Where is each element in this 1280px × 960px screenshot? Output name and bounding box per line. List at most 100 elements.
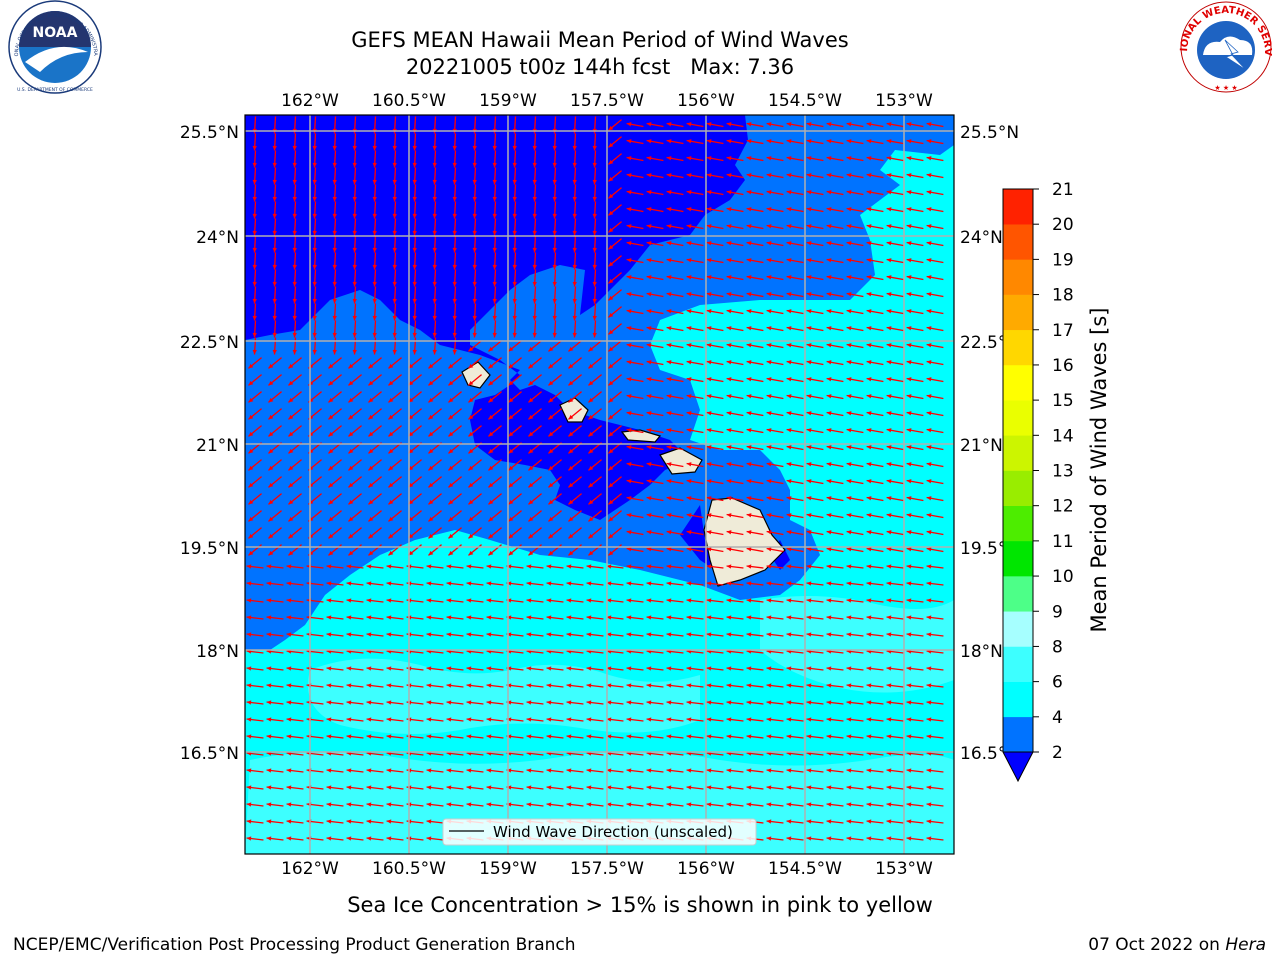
wind-wave-arrow (526, 615, 544, 620)
wind-wave-arrow (508, 374, 522, 386)
wind-wave-arrow (866, 139, 884, 145)
wind-wave-arrow (326, 717, 344, 722)
wind-wave-arrow (866, 326, 884, 332)
wind-wave-arrow (726, 292, 744, 298)
wind-wave-arrow (666, 632, 684, 637)
wind-wave-arrow (786, 513, 804, 519)
wind-wave-arrow (268, 408, 282, 420)
wind-wave-arrow (926, 190, 944, 196)
wind-wave-arrow (666, 683, 684, 688)
wind-wave-arrow (472, 320, 477, 338)
wind-wave-arrow (746, 717, 764, 722)
wind-wave-arrow (766, 734, 784, 739)
wind-wave-arrow (806, 564, 824, 569)
wind-wave-arrow (726, 445, 744, 451)
lon-tick-label: 153°W (875, 859, 933, 879)
wind-wave-arrow (366, 819, 384, 824)
wind-wave-arrow (866, 700, 884, 705)
wind-wave-arrow (412, 286, 417, 304)
colorbar-tick-label: 17 (1052, 321, 1074, 341)
wind-wave-arrow (568, 340, 582, 352)
wind-wave-arrow (446, 666, 464, 671)
wind-wave-arrow (572, 201, 577, 219)
wind-wave-arrow (786, 326, 804, 332)
wind-wave-arrow (846, 394, 864, 400)
wind-wave-arrow (666, 564, 684, 569)
wind-wave-arrow (626, 258, 644, 264)
wind-wave-arrow (466, 615, 484, 620)
wind-wave-arrow (906, 224, 924, 230)
wind-wave-arrow (626, 683, 644, 688)
wind-wave-arrow (252, 218, 257, 236)
wind-wave-arrow (392, 201, 397, 219)
wind-wave-arrow (588, 459, 602, 471)
wind-wave-arrow (706, 717, 724, 722)
wind-wave-arrow (452, 167, 457, 185)
wind-wave-arrow (608, 204, 622, 216)
wind-wave-arrow (906, 598, 924, 603)
wind-wave-arrow (766, 292, 784, 298)
wind-wave-arrow (806, 275, 824, 281)
wind-wave-arrow (592, 184, 597, 202)
wind-wave-arrow (348, 510, 362, 522)
wind-wave-arrow (726, 411, 744, 417)
wind-wave-arrow (532, 252, 537, 270)
wind-wave-arrow (372, 252, 377, 270)
wind-wave-arrow (588, 408, 602, 420)
wind-wave-arrow (268, 476, 282, 488)
wind-wave-arrow (346, 564, 364, 569)
wind-wave-arrow (666, 496, 684, 502)
wind-wave-arrow (468, 510, 482, 522)
wind-wave-arrow (428, 357, 442, 369)
wind-wave-arrow (252, 252, 257, 270)
wind-wave-arrow (352, 235, 357, 253)
wind-wave-arrow (292, 269, 297, 287)
wind-wave-arrow (388, 374, 402, 386)
wind-wave-arrow (472, 218, 477, 236)
chart-subtitle: 20221005 t00z 144h fcst Max: 7.36 (406, 55, 794, 79)
wind-wave-arrow (766, 343, 784, 349)
wind-wave-arrow (248, 476, 262, 488)
map-legend: Wind Wave Direction (unscaled) (442, 818, 757, 846)
wind-wave-arrow (608, 527, 622, 539)
wind-wave-arrow (466, 683, 484, 688)
wind-wave-arrow (786, 190, 804, 196)
wind-wave-arrow (606, 785, 624, 790)
wind-wave-arrow (388, 476, 402, 488)
wind-wave-arrow (412, 320, 417, 338)
wind-wave-arrow (846, 190, 864, 196)
wind-wave-arrow (626, 292, 644, 298)
wind-wave-arrow (412, 269, 417, 287)
wind-wave-arrow (706, 394, 724, 400)
wind-wave-arrow (666, 768, 684, 773)
wind-wave-arrow (548, 527, 562, 539)
wind-wave-arrow (246, 666, 264, 671)
wind-wave-arrow (906, 496, 924, 502)
wind-wave-arrow (292, 286, 297, 304)
wind-wave-arrow (332, 218, 337, 236)
wind-wave-arrow (486, 598, 504, 603)
wind-wave-arrow (452, 269, 457, 287)
wind-wave-arrow (746, 343, 764, 349)
wind-wave-arrow (786, 802, 804, 807)
wind-wave-arrow (906, 734, 924, 739)
wind-wave-arrow (706, 377, 724, 383)
wind-wave-arrow (412, 150, 417, 168)
wind-wave-arrow (246, 615, 264, 620)
wind-wave-arrow (666, 581, 684, 586)
wind-wave-arrow (906, 343, 924, 349)
wind-wave-arrow (246, 632, 264, 637)
lon-tick-label: 160.5°W (372, 91, 446, 111)
wind-wave-arrow (686, 156, 704, 162)
wind-wave-arrow (412, 252, 417, 270)
wind-wave-arrow (272, 184, 277, 202)
wind-wave-arrow (326, 581, 344, 586)
wind-wave-arrow (786, 241, 804, 247)
wind-wave-arrow (332, 201, 337, 219)
wind-wave-arrow (248, 357, 262, 369)
wind-wave-arrow (646, 258, 664, 264)
wind-wave-arrow (512, 303, 517, 321)
wind-wave-arrow (386, 666, 404, 671)
wind-wave-arrow (826, 717, 844, 722)
wind-wave-arrow (926, 615, 944, 620)
